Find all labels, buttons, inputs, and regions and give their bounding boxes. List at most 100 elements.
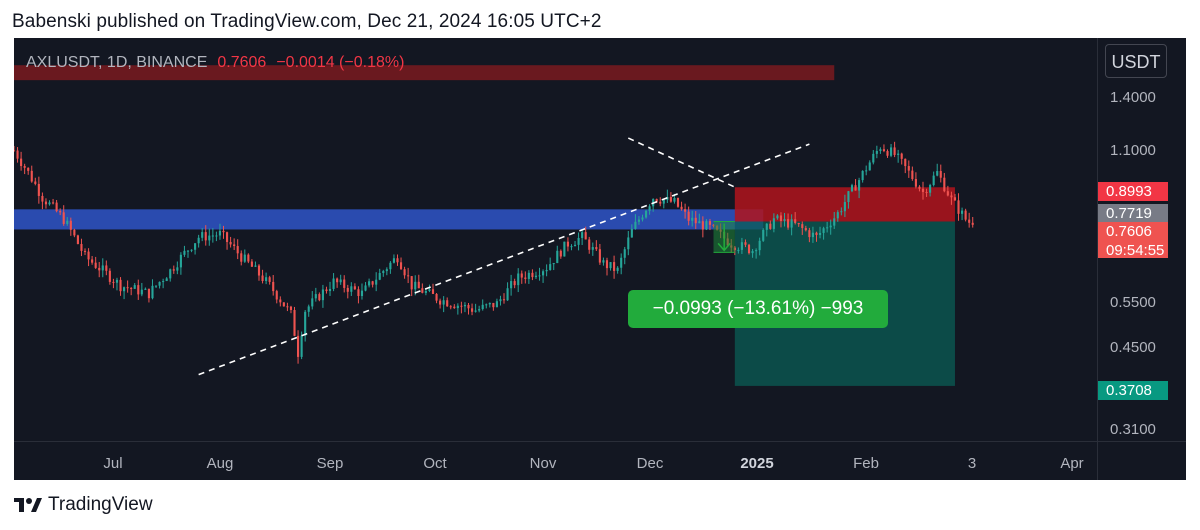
- candle-body: [51, 202, 55, 204]
- candle-body: [577, 237, 580, 245]
- candle-body: [16, 150, 19, 159]
- measure-arrow-head: [717, 242, 731, 252]
- candle-body: [637, 219, 641, 222]
- candle-body: [375, 279, 378, 285]
- candle-body: [250, 261, 253, 267]
- resistance-zone: [14, 65, 835, 81]
- candle-body: [23, 166, 26, 168]
- candle-body: [502, 299, 506, 301]
- candle-body: [794, 219, 797, 224]
- candle-body: [744, 242, 747, 245]
- candle-body: [662, 199, 665, 204]
- candle-body: [201, 232, 204, 238]
- candle-body: [499, 299, 502, 302]
- bar-countdown: 09:54:55: [1106, 242, 1165, 259]
- candle-body: [73, 229, 76, 236]
- candle-body: [208, 235, 211, 241]
- candle-body: [460, 305, 463, 307]
- candle-body: [254, 265, 257, 267]
- price-tick-label: 0.4500: [1110, 339, 1156, 356]
- entry-price-tag: 0.7719: [1098, 204, 1168, 223]
- candle-body: [566, 241, 569, 247]
- candle-body: [282, 302, 285, 307]
- candle-body: [410, 276, 413, 290]
- candle-body: [769, 223, 772, 229]
- candle-body: [300, 335, 303, 357]
- candle-body: [453, 306, 456, 309]
- time-axis-label: 3: [967, 455, 977, 472]
- candle-body: [55, 202, 58, 212]
- candle-body: [279, 299, 282, 303]
- candle-body: [655, 199, 658, 202]
- candle-body: [673, 198, 676, 202]
- candle-body: [506, 288, 509, 301]
- candle-body: [240, 253, 243, 262]
- last-price-value: 0.7606: [217, 54, 267, 71]
- candle-body: [584, 232, 587, 240]
- candle-body: [801, 224, 804, 229]
- candle-body: [889, 147, 893, 156]
- time-axis-divider: [14, 441, 1186, 442]
- candle-body: [44, 201, 48, 205]
- currency-button[interactable]: USDT: [1105, 44, 1167, 78]
- candle-body: [513, 281, 516, 286]
- candle-body: [687, 211, 690, 221]
- candle-body: [961, 210, 964, 214]
- candle-body: [328, 288, 332, 292]
- candle-body: [758, 240, 761, 251]
- price-tick-label: 0.5500: [1110, 294, 1156, 311]
- candle-body: [27, 167, 30, 171]
- candle-body: [510, 281, 513, 289]
- candle-body: [556, 250, 559, 264]
- candle-body: [868, 162, 871, 171]
- candle-body: [861, 170, 864, 181]
- candle-body: [364, 285, 367, 291]
- candle-body: [595, 247, 598, 250]
- candle-body: [879, 149, 882, 151]
- candle-body: [158, 281, 161, 286]
- candle-body: [449, 306, 452, 308]
- candle-body: [115, 279, 119, 283]
- candle-body: [179, 254, 182, 268]
- candle-body: [737, 249, 740, 251]
- candle-body: [694, 217, 697, 224]
- candle-body: [414, 281, 417, 290]
- candle-body: [98, 267, 101, 271]
- candle-body: [790, 219, 793, 228]
- candle-body: [311, 298, 314, 307]
- candle-body: [162, 281, 165, 283]
- candle-body: [218, 230, 222, 236]
- candle-body: [286, 306, 289, 308]
- measure-result-label: −0.0993 (−13.61%) −993: [628, 290, 888, 328]
- candle-body: [456, 305, 459, 309]
- candle-body: [886, 151, 889, 156]
- candle-body: [165, 278, 168, 282]
- candle-body: [183, 250, 186, 255]
- candle-body: [755, 250, 758, 252]
- candle-body: [318, 294, 321, 301]
- price-scale[interactable]: [1098, 38, 1186, 480]
- candle-body: [900, 153, 903, 159]
- candle-body: [346, 287, 349, 292]
- candle-body: [304, 311, 307, 336]
- candle-body: [151, 285, 154, 299]
- candle-body: [545, 269, 548, 272]
- candle-body: [485, 304, 488, 306]
- candle-body: [474, 310, 477, 312]
- time-axis-label: Oct: [423, 455, 447, 472]
- candle-body: [470, 308, 474, 312]
- candle-body: [236, 246, 239, 254]
- candle-body: [563, 241, 566, 257]
- candle-body: [417, 281, 420, 289]
- candle-body: [570, 246, 573, 248]
- candle-body: [779, 215, 783, 221]
- candle-body: [80, 243, 83, 251]
- symbol-legend[interactable]: AXLUSDT, 1D, BINANCE 0.7606 −0.0014 (−0.18…: [26, 54, 404, 72]
- candle-body: [929, 184, 932, 193]
- candle-body: [257, 265, 261, 276]
- candle-body: [808, 230, 811, 238]
- candle-body: [836, 212, 839, 219]
- candle-body: [872, 153, 875, 163]
- candle-body: [389, 262, 392, 270]
- candle-body: [609, 262, 612, 269]
